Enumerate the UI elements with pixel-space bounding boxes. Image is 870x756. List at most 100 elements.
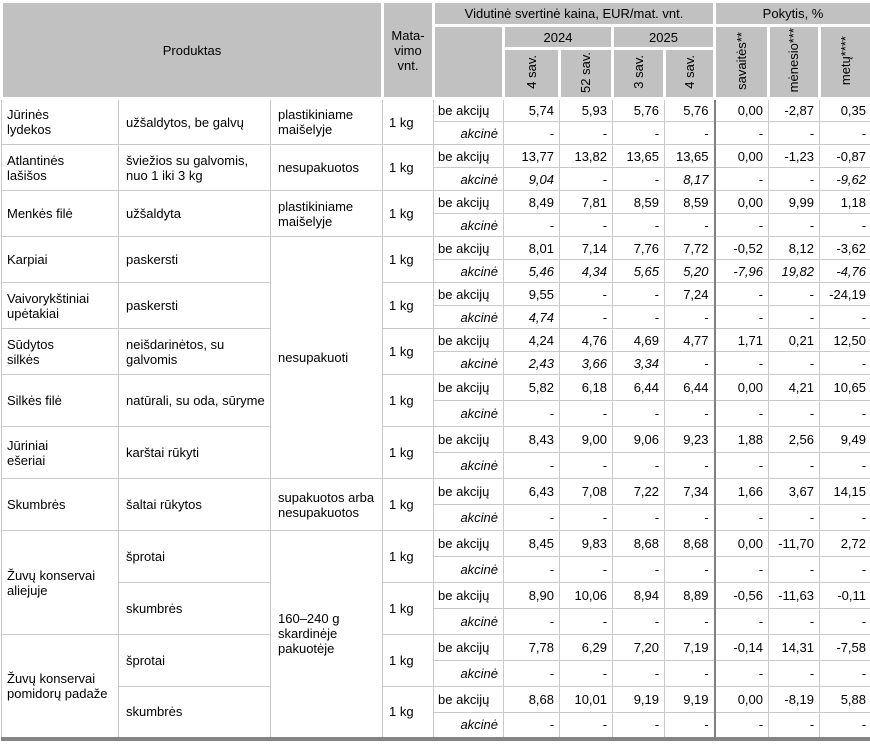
change-value-cell: 0,00 <box>713 190 770 214</box>
change-value-cell: 1,71 <box>713 328 770 352</box>
change-month-header: mėnesio*** <box>767 24 822 100</box>
price-value-cell: - <box>664 351 716 375</box>
change-value-cell: - <box>768 351 821 375</box>
change-value-cell: - <box>768 121 821 145</box>
price-value-cell: 8,68 <box>503 686 561 713</box>
change-value-cell: 0,00 <box>713 686 770 713</box>
price-value-cell: 8,89 <box>664 582 716 609</box>
change-value-cell: -2,87 <box>768 98 821 122</box>
week-2024-52-label: 52 sav. <box>578 51 594 93</box>
unit-cell: 1 kg <box>382 582 435 635</box>
change-value-cell: 1,88 <box>713 426 770 453</box>
product-row: Jūriniai ešeriai karštai rūkyti 1 kg be akc… <box>1 426 870 479</box>
price-value-cell: 9,19 <box>664 686 716 713</box>
product-row: skumbrės 1 kg be akcijų 8,90 10,06 8,94 8,89 -0… <box>2 582 870 635</box>
change-value-cell: 2,56 <box>768 426 821 453</box>
price-value-cell: - <box>559 400 614 427</box>
change-value-cell: -7,96 <box>713 259 770 283</box>
price-type-label: akcinė <box>433 259 505 283</box>
change-value-cell: -24,19 <box>819 282 870 306</box>
product-desc-cell: skumbrės <box>118 686 271 739</box>
change-value-cell: - <box>713 282 770 306</box>
week-2024-52-header: 52 sav. <box>558 47 615 100</box>
change-value-cell: -8,19 <box>768 686 821 713</box>
change-month-label: mėnesio*** <box>786 28 802 93</box>
price-value-cell: 7,24 <box>664 282 716 306</box>
price-value-cell: 13,82 <box>559 144 614 168</box>
price-value-cell: - <box>612 121 666 145</box>
change-value-cell: 10,65 <box>819 374 870 401</box>
price-value-cell: - <box>559 504 614 531</box>
change-value-cell: 8,12 <box>768 236 821 260</box>
unit-cell: 1 kg <box>382 328 435 375</box>
change-value-cell: - <box>768 282 821 306</box>
change-value-cell: 5,88 <box>819 686 870 713</box>
price-value-cell: 8,01 <box>503 236 561 260</box>
price-value-cell: - <box>612 305 666 329</box>
change-value-cell: 0,35 <box>819 98 870 122</box>
change-value-cell: -1,23 <box>768 144 821 168</box>
price-type-label: be akcijų <box>433 530 505 557</box>
change-value-cell: -0,11 <box>819 582 870 609</box>
price-type-label: be akcijų <box>433 190 505 214</box>
week-2025-4-label: 4 sav. <box>681 55 697 89</box>
price-value-cell: 10,06 <box>559 582 614 609</box>
product-name-cell: Atlantinės lašišos <box>1 144 119 191</box>
price-type-label: be akcijų <box>433 236 505 260</box>
change-value-cell: - <box>713 712 770 739</box>
price-type-label: akcinė <box>433 556 505 583</box>
akcine-row: akcinė - - - - - - - <box>2 660 870 687</box>
price-value-cell: 7,72 <box>664 236 716 260</box>
product-name-cell: Silkės filė <box>1 374 119 427</box>
product-desc-cell: šaltai rūkytos <box>118 478 271 531</box>
change-year-label: metų**** <box>837 35 853 86</box>
product-row: Karpiai paskersti nesupakuoti 1 kg be akcijų… <box>1 236 870 479</box>
price-value-cell: 5,76 <box>612 98 666 122</box>
change-value-cell: - <box>768 660 821 687</box>
change-value-cell: - <box>768 556 821 583</box>
change-value-cell: - <box>768 452 821 479</box>
product-desc-cell: užšaldytos, be galvų <box>118 98 271 145</box>
price-type-label: akcinė <box>433 504 505 531</box>
product-name-cell: Žuvų konservai aliejuje <box>1 530 119 635</box>
price-value-cell: - <box>664 712 716 739</box>
product-row: Žuvų konservai pomidorų padaže šprotai 1 k… <box>1 634 870 739</box>
price-value-cell: 13,65 <box>664 144 716 168</box>
price-value-cell: - <box>612 213 666 237</box>
price-value-cell: - <box>559 712 614 739</box>
unit-cell: 1 kg <box>382 98 435 145</box>
change-value-cell: 0,00 <box>713 98 770 122</box>
price-type-label: akcinė <box>433 213 505 237</box>
change-value-cell: - <box>713 400 770 427</box>
price-value-cell: 8,17 <box>664 167 716 191</box>
price-value-cell: 7,19 <box>664 634 716 661</box>
price-value-cell: 3,66 <box>559 351 614 375</box>
price-value-cell: 6,44 <box>612 374 666 401</box>
change-value-cell: - <box>713 608 770 635</box>
price-value-cell: 8,43 <box>503 426 561 453</box>
price-value-cell: 7,08 <box>559 478 614 505</box>
change-value-cell: -4,76 <box>819 259 870 283</box>
week-2025-4-header: 4 sav. <box>663 47 717 100</box>
packaging-cell: 160–240 g skardinėje pakuotėje <box>269 530 384 739</box>
change-value-cell: - <box>713 452 770 479</box>
price-value-cell: 8,59 <box>612 190 666 214</box>
produktas-header: Produktas <box>0 0 385 100</box>
product-row: Atlantinės lašišos šviežios su galvomis, … <box>1 144 870 191</box>
price-type-label: be akcijų <box>433 634 505 661</box>
packaging-cell: nesupakuoti <box>269 236 384 479</box>
change-week-label: savaitės** <box>733 31 749 90</box>
price-value-cell: - <box>612 504 666 531</box>
change-value-cell: - <box>713 351 770 375</box>
price-value-cell: 7,76 <box>612 236 666 260</box>
price-type-label: akcinė <box>433 305 505 329</box>
product-row: skumbrės 1 kg be akcijų 8,68 10,01 9,19 9,19 0,… <box>2 686 870 739</box>
price-value-cell: 7,34 <box>664 478 716 505</box>
product-name-cell: Jūrinės lydekos <box>1 98 119 145</box>
unit-cell: 1 kg <box>382 236 435 283</box>
product-desc-cell: skumbrės <box>118 582 271 635</box>
price-value-cell: - <box>612 282 666 306</box>
header-row-2: 2024 2025 savaitės** mėnesio*** metų**** <box>2 24 870 100</box>
price-value-cell: - <box>503 452 561 479</box>
change-value-cell: - <box>819 351 870 375</box>
